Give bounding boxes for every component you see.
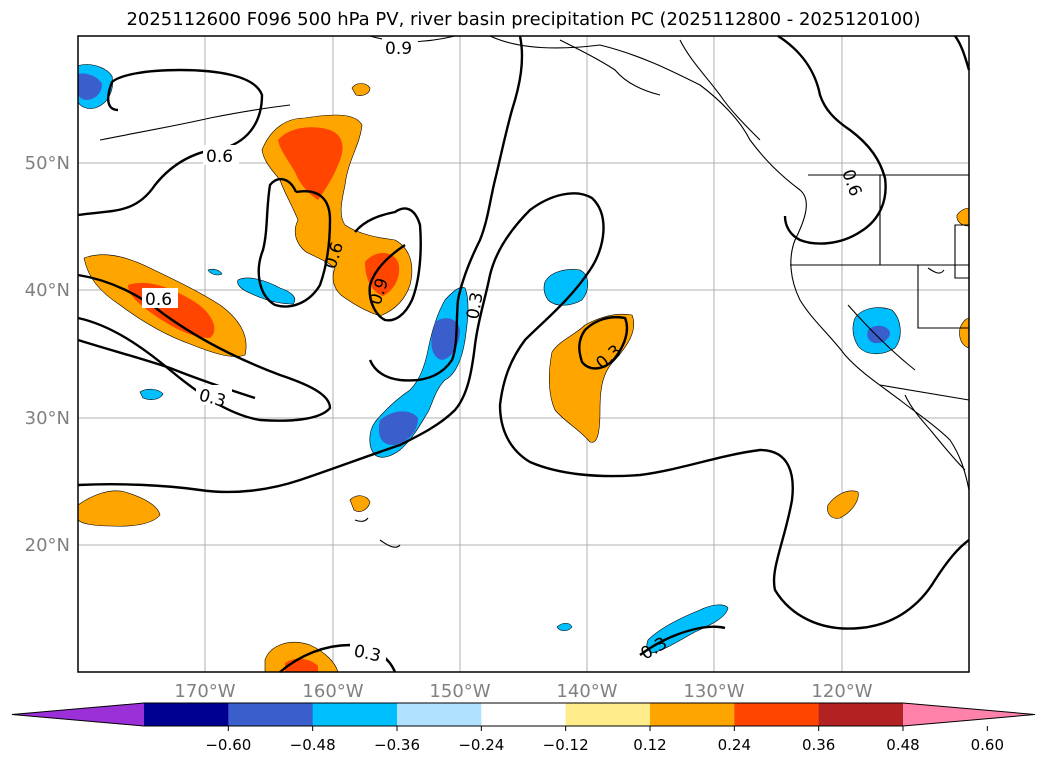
colorbar-tick-label: −0.24 xyxy=(458,736,504,754)
pv-contour xyxy=(639,625,726,656)
colorbar-tick-label: 0.12 xyxy=(633,736,666,754)
precip-negative-core xyxy=(78,73,102,100)
precip-positive-area xyxy=(351,83,371,96)
precip-positive-core xyxy=(365,253,400,296)
pv-contour xyxy=(257,177,332,308)
colorbar-tick-label: 0.24 xyxy=(718,736,751,754)
contour-label: 0.9 xyxy=(385,39,412,59)
precip-fills xyxy=(77,64,970,673)
pv-contour xyxy=(77,192,970,630)
colorbar-band xyxy=(228,703,314,726)
precip-negative-core xyxy=(867,325,890,344)
colorbar-band xyxy=(818,703,904,726)
colorbar-extend-high xyxy=(903,703,1035,726)
colorbar-band xyxy=(312,703,398,726)
colorbar-band xyxy=(734,703,820,726)
precip-positive-area xyxy=(549,313,635,443)
contour-label: 0.3 xyxy=(463,291,487,321)
contour-label: 0.6 xyxy=(206,147,233,167)
colorbar-tick-label: −0.60 xyxy=(205,736,251,754)
map-title: 2025112600 F096 500 hPa PV, river basin … xyxy=(126,9,921,30)
lon-tick-labels: 170°W 160°W 150°W 140°W 130°W 120°W xyxy=(174,681,872,702)
precip-negative-area xyxy=(646,604,729,654)
lat-tick-label: 50°N xyxy=(25,153,70,174)
coastlines xyxy=(99,35,970,548)
precip-negative-area xyxy=(207,268,223,276)
colorbar-band xyxy=(144,703,229,726)
colorbar-tick-label: 0.36 xyxy=(802,736,835,754)
precip-negative-area xyxy=(139,388,164,400)
lat-tick-label: 20°N xyxy=(25,535,70,556)
precip-negative-area xyxy=(543,269,589,306)
precip-positive-area xyxy=(827,490,859,519)
pv-contour xyxy=(368,35,524,382)
pv-contour xyxy=(578,316,629,370)
precip-negative-area xyxy=(237,277,296,305)
lon-tick-label: 120°W xyxy=(811,681,872,702)
pv-contour xyxy=(777,34,887,245)
colorbar-band xyxy=(650,703,735,726)
colorbar-tick-label: −0.36 xyxy=(374,736,420,754)
lat-tick-labels: 50°N 40°N 30°N 20°N xyxy=(25,153,70,556)
precip-negative-area xyxy=(556,622,573,632)
colorbar: −0.60 −0.48 −0.36 −0.24 −0.12 0.12 0.24 0.36 0.4… xyxy=(11,702,1036,754)
map-frame xyxy=(77,35,970,673)
lat-tick-label: 30°N xyxy=(25,408,70,429)
colorbar-tick-label: 0.60 xyxy=(971,736,1004,754)
precip-positive-area xyxy=(349,495,371,512)
colorbar-outline xyxy=(11,702,1036,727)
lon-tick-label: 160°W xyxy=(302,681,363,702)
colorbar-tick-label: 0.48 xyxy=(886,736,919,754)
precip-negative-core xyxy=(431,318,460,360)
colorbar-band xyxy=(565,703,651,726)
colorbar-tick-label: −0.48 xyxy=(290,736,336,754)
colorbar-tick-label: −0.12 xyxy=(543,736,589,754)
pv-contour xyxy=(77,273,332,422)
colorbar-band xyxy=(481,703,567,726)
colorbar-band xyxy=(397,703,482,726)
lon-tick-label: 150°W xyxy=(429,681,490,702)
lon-tick-label: 170°W xyxy=(174,681,235,702)
precip-positive-core xyxy=(278,127,343,200)
colorbar-extend-low xyxy=(12,703,144,726)
contour-label: 0.6 xyxy=(145,290,172,310)
pv-contour xyxy=(77,68,264,217)
precip-negative-core xyxy=(378,411,418,446)
lat-tick-label: 40°N xyxy=(25,280,70,301)
pv-contour xyxy=(954,35,971,71)
pv-contour xyxy=(354,207,422,322)
lon-tick-label: 140°W xyxy=(556,681,617,702)
lon-tick-label: 130°W xyxy=(683,681,744,702)
precip-positive-area xyxy=(77,490,161,527)
